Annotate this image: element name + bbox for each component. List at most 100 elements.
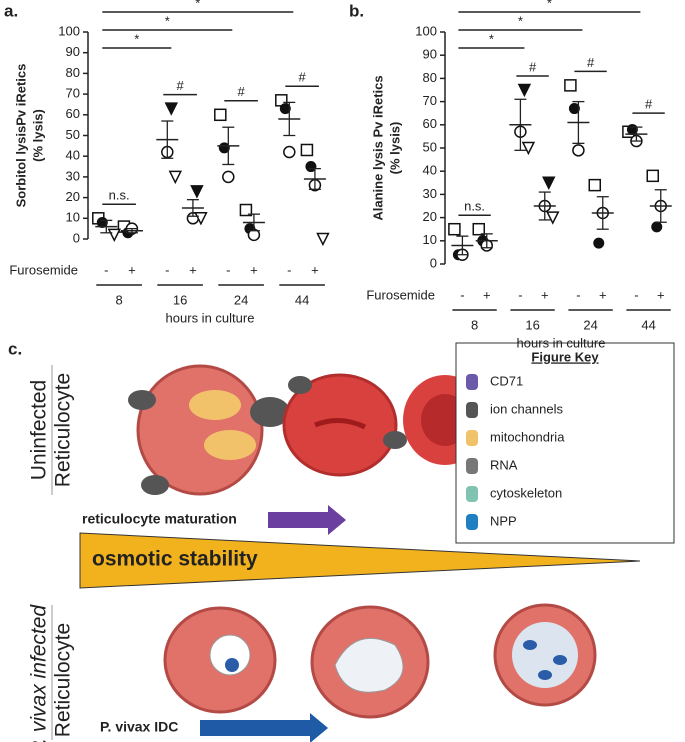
point [194,212,208,226]
stability-label: osmotic stability [92,548,258,571]
group-label: 44 [641,317,655,332]
y-tick-label: 30 [66,168,80,183]
x-tick-label: - [287,262,291,277]
point [588,178,602,192]
group-label: 24 [583,317,597,332]
error-bar [100,219,113,234]
point [283,145,296,159]
annotation: # [587,55,595,70]
error-bar [480,233,493,249]
key-label: cytoskeleton [490,485,562,500]
error-bar [514,98,527,151]
error-bar [456,235,469,256]
y-tick-label: 60 [66,106,80,121]
panel-label: c. [8,339,22,358]
annotation: n.s. [464,199,485,214]
x-label: hours in culture [517,335,606,350]
y-tick-label: 10 [66,210,80,225]
y-tick-label: 80 [423,70,437,85]
x-tick-label: + [541,287,549,302]
label-line: P. vivax infected [28,604,51,742]
point [168,170,183,185]
point [316,232,330,247]
key-box [455,342,675,544]
group-label: 16 [173,292,187,307]
key-label: RNA [490,457,518,472]
y-tick-label: 0 [73,230,80,245]
y-tick-label: 80 [66,65,80,80]
panel-label: b. [349,1,364,20]
y-tick-label: 60 [423,116,437,131]
point [164,102,179,116]
y-tick-label: 50 [66,127,80,142]
x-label: hours in culture [166,310,255,325]
error-bar [186,199,199,217]
point [593,237,605,249]
arrow [268,505,346,535]
label-line: Uninfected [28,380,51,480]
annotation: * [195,0,200,10]
key-label: NPP [490,513,517,528]
annotation: # [529,59,537,74]
error-bar [538,191,551,221]
point [279,103,291,115]
y-tick-label: 0 [430,255,437,270]
row-label: Furosemide [366,287,435,302]
y-tick-label: 90 [423,47,437,62]
y-label-line: Alanine lysis Pv iRetics [370,75,385,220]
error-bar [572,100,585,145]
point [646,169,660,183]
error-bar [630,126,643,142]
point [239,203,253,217]
x-tick-label: + [189,262,197,277]
y-label: Sorbitol lysisPv iRetics (% lysis) [13,64,45,208]
error-bar [247,213,260,232]
x-tick-label: - [460,287,464,302]
key-title: Figure Key [531,349,599,364]
key-icon [466,486,478,502]
point [568,103,580,115]
y-tick-label: 70 [66,86,80,101]
y-tick-label: 40 [66,148,80,163]
y-label-line: (% lysis) [387,122,402,175]
x-tick-label: - [165,262,169,277]
y-label-line: (% lysis) [30,109,45,162]
x-tick-label: - [576,287,580,302]
idc-label: P. vivax IDC [100,719,178,735]
y-tick-label: 10 [423,232,437,247]
group-label: 24 [234,292,248,307]
annotation: * [489,31,494,46]
x-tick-label: - [634,287,638,302]
uninfected-label: Uninfected Reticulocyte [28,373,75,487]
error-bar [308,167,321,190]
point [96,216,108,228]
group-label: 16 [525,317,539,332]
label-line: Reticulocyte [52,623,75,737]
y-label: Alanine lysis Pv iRetics (% lysis) [370,75,402,220]
x-tick-label: + [483,287,491,302]
y-tick-label: 50 [423,139,437,154]
annotation: # [237,84,245,99]
infected-cells [163,603,597,719]
key-label: CD71 [490,373,523,388]
error-bar [222,126,235,166]
annotation: * [547,0,552,10]
y-tick-label: 30 [423,186,437,201]
point [448,222,461,236]
group-label: 44 [295,292,309,307]
y-tick-label: 20 [423,209,437,224]
infected-label: P. vivax infected Reticulocyte [28,604,75,742]
key-label: mitochondria [490,429,565,444]
point [214,108,227,122]
uninfected-cells [128,364,490,496]
annotation: * [518,13,523,28]
x-tick-label: - [518,287,522,302]
point [300,143,314,157]
annotation: * [165,13,170,28]
group-label: 8 [471,317,478,332]
error-bar [654,189,667,223]
point [572,144,585,157]
point [517,83,532,98]
point [542,176,556,190]
